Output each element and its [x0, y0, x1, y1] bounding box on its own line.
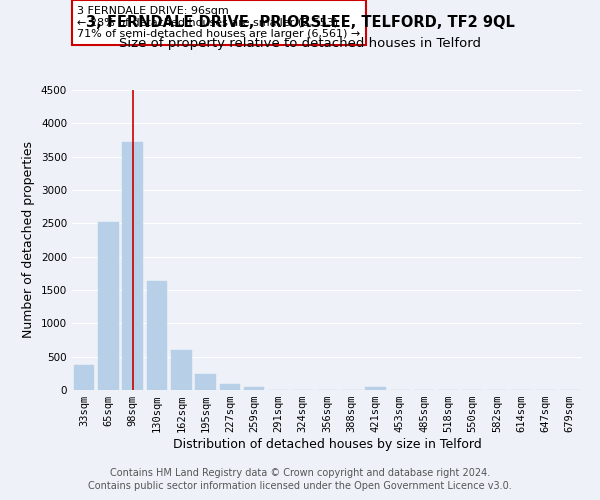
- Text: Contains public sector information licensed under the Open Government Licence v3: Contains public sector information licen…: [88, 481, 512, 491]
- Bar: [98, 222, 119, 390]
- Text: 3 FERNDALE DRIVE: 96sqm
← 28% of detached houses are smaller (2,553)
71% of semi: 3 FERNDALE DRIVE: 96sqm ← 28% of detache…: [77, 6, 361, 39]
- Bar: [220, 384, 240, 390]
- Text: 3, FERNDALE DRIVE, PRIORSLEE, TELFORD, TF2 9QL: 3, FERNDALE DRIVE, PRIORSLEE, TELFORD, T…: [86, 15, 514, 30]
- Bar: [171, 350, 191, 390]
- Bar: [365, 387, 386, 390]
- Bar: [195, 374, 216, 390]
- X-axis label: Distribution of detached houses by size in Telford: Distribution of detached houses by size …: [173, 438, 481, 451]
- Y-axis label: Number of detached properties: Number of detached properties: [22, 142, 35, 338]
- Bar: [122, 142, 143, 390]
- Text: Contains HM Land Registry data © Crown copyright and database right 2024.: Contains HM Land Registry data © Crown c…: [110, 468, 490, 477]
- Bar: [244, 386, 265, 390]
- Bar: [74, 364, 94, 390]
- Bar: [146, 282, 167, 390]
- Text: Size of property relative to detached houses in Telford: Size of property relative to detached ho…: [119, 38, 481, 51]
